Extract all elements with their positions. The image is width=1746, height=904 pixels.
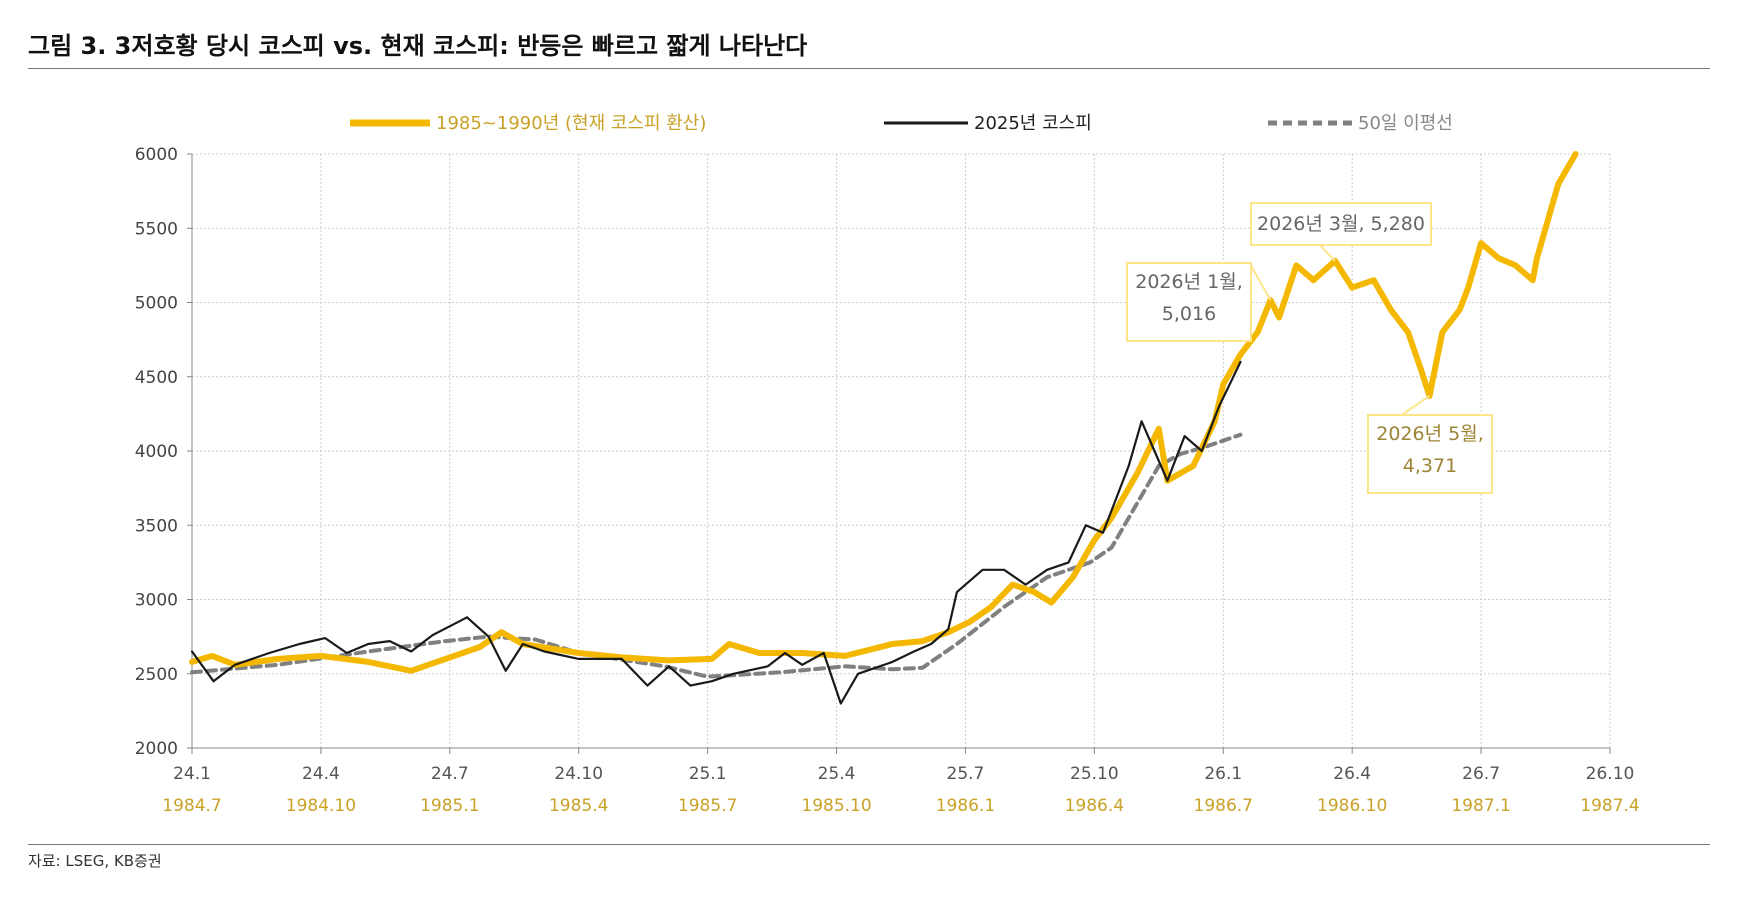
- x-tick-label: 24.10: [554, 764, 603, 784]
- y-tick-label: 5000: [135, 294, 178, 314]
- annotation-leader: [1248, 261, 1272, 301]
- bottom-divider: [28, 844, 1710, 845]
- source-note: 자료: LSEG, KB증권: [28, 852, 162, 870]
- x-tick-label: 24.7: [431, 764, 469, 784]
- x-tick-label: 26.7: [1462, 764, 1500, 784]
- annotation-jan: 2026년 1월, 5,016: [1126, 262, 1252, 342]
- annotation-may-line2: 4,371: [1402, 455, 1458, 477]
- annotation-mar: 2026년 3월, 5,280: [1250, 202, 1432, 246]
- y-tick-label: 4500: [135, 368, 178, 388]
- annotation-jan-line2: 5,016: [1161, 303, 1217, 325]
- y-tick-label: 4000: [135, 442, 178, 462]
- legend-label-ma: 50일 이평선: [1358, 113, 1453, 134]
- x-tick-label-secondary: 1986.4: [1065, 796, 1124, 816]
- x-tick-label: 25.4: [818, 764, 856, 784]
- top-divider: [28, 68, 1710, 69]
- annotation-may-line1: 2026년 5월,: [1376, 423, 1484, 445]
- x-tick-label: 25.7: [947, 764, 985, 784]
- y-tick-label: 5500: [135, 219, 178, 239]
- series-line-black: [190, 360, 1242, 705]
- x-tick-label-secondary: 1987.4: [1580, 796, 1639, 816]
- x-tick-label-secondary: 1985.1: [420, 796, 479, 816]
- x-tick-label-secondary: 1985.10: [801, 796, 871, 816]
- figure-title: 그림 3. 3저호황 당시 코스피 vs. 현재 코스피: 반등은 빠르고 짧게…: [28, 32, 808, 60]
- annotation-may: 2026년 5월, 4,371: [1367, 414, 1493, 494]
- y-tick-label: 6000: [135, 145, 178, 165]
- x-tick-label-secondary: 1986.7: [1194, 796, 1253, 816]
- x-tick-label: 26.1: [1204, 764, 1242, 784]
- x-tick-label-secondary: 1985.7: [678, 796, 737, 816]
- legend-label-gold: 1985~1990년 (현재 코스피 환산): [436, 113, 706, 134]
- x-tick-label: 26.10: [1586, 764, 1635, 784]
- y-tick-label: 2500: [135, 665, 178, 685]
- y-tick-label: 3500: [135, 516, 178, 536]
- x-tick-label: 25.1: [689, 764, 727, 784]
- x-tick-label: 26.4: [1333, 764, 1371, 784]
- x-tick-label: 25.10: [1070, 764, 1119, 784]
- x-tick-label-secondary: 1984.7: [162, 796, 221, 816]
- annotation-jan-line1: 2026년 1월,: [1135, 271, 1243, 293]
- legend-label-black: 2025년 코스피: [974, 113, 1092, 134]
- x-tick-label-secondary: 1986.1: [936, 796, 995, 816]
- y-tick-label: 2000: [135, 739, 178, 759]
- x-tick-label-secondary: 1986.10: [1317, 796, 1387, 816]
- x-tick-label: 24.4: [302, 764, 340, 784]
- y-tick-label: 3000: [135, 591, 178, 611]
- x-tick-label: 24.1: [173, 764, 211, 784]
- annotation-leader: [1402, 395, 1431, 415]
- annotation-mar-line1: 2026년 3월, 5,280: [1257, 213, 1425, 235]
- series-line-ma: [190, 432, 1243, 679]
- x-tick-label-secondary: 1985.4: [549, 796, 608, 816]
- x-tick-label-secondary: 1987.1: [1451, 796, 1510, 816]
- annotation-leader: [1319, 244, 1336, 262]
- x-tick-label-secondary: 1984.10: [286, 796, 356, 816]
- series-line-gold: [189, 151, 1579, 674]
